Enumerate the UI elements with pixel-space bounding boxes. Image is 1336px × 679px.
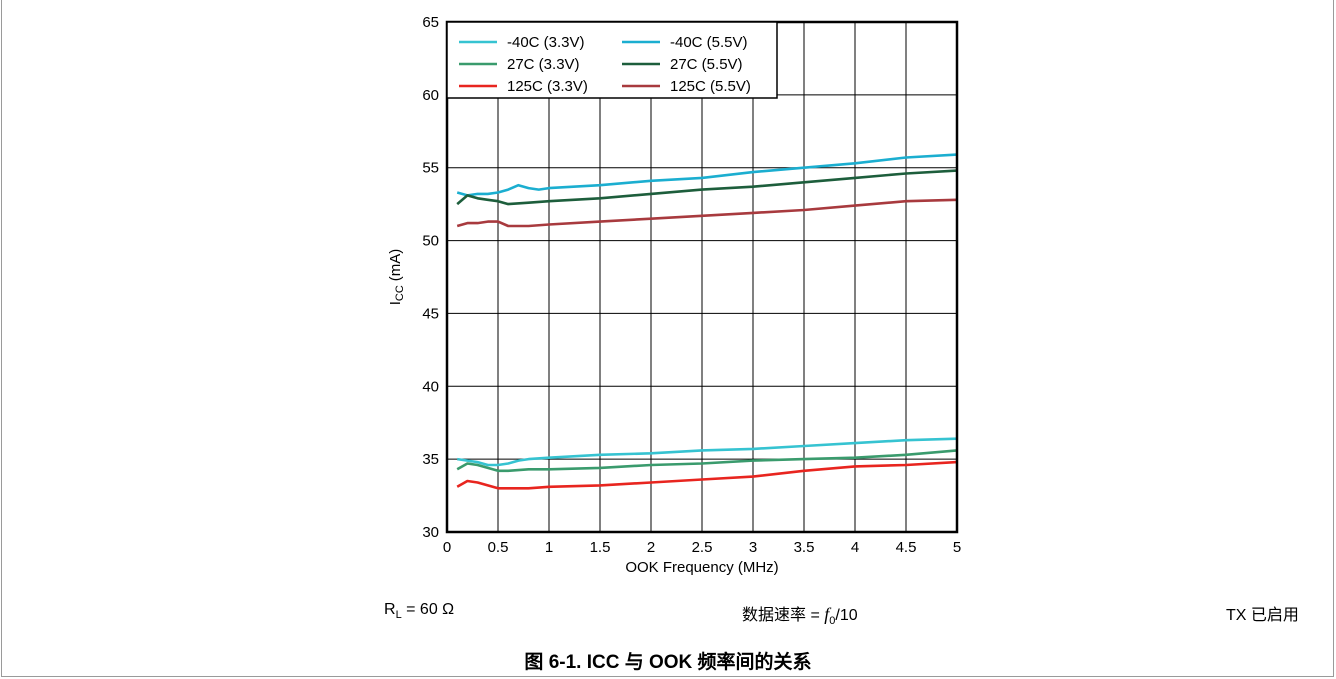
rate-tail: /10 bbox=[835, 607, 858, 624]
y-axis-label-sub: CC bbox=[394, 285, 406, 301]
series-line-2 bbox=[456, 449, 958, 473]
legend-label: 125C (5.5V) bbox=[670, 78, 751, 95]
condition-tx-enabled: TX 已启用 bbox=[1226, 607, 1299, 624]
y-tick-label: 40 bbox=[422, 378, 439, 395]
icc-vs-ook-chart: 0 0.5 1 1.5 2 2.5 3 3.5 4 4.5 5 30 35 40 45 50 55 60 65 OO… bbox=[387, 14, 961, 576]
rate-f-subscript: 0 bbox=[829, 615, 836, 628]
x-tick-label: 0 bbox=[443, 539, 451, 556]
x-tick-label: 4 bbox=[851, 539, 859, 556]
series-line-5 bbox=[456, 198, 958, 228]
series-line-1 bbox=[456, 153, 958, 197]
rate-label: 数据速率 = bbox=[742, 607, 825, 624]
y-axis-label: ICC (mA) bbox=[387, 249, 406, 306]
x-tick-label: 2.5 bbox=[692, 539, 713, 556]
x-tick-label: 1 bbox=[545, 539, 553, 556]
legend-label: -40C (3.3V) bbox=[507, 34, 585, 51]
rl-value: = 60 Ω bbox=[401, 601, 455, 618]
series-line-4 bbox=[456, 460, 958, 490]
chart-legend: -40C (3.3V) -40C (5.5V) 27C (3.3V) 27C (5.5… bbox=[446, 21, 778, 99]
x-tick-label: 1.5 bbox=[590, 539, 611, 556]
series-line-0 bbox=[457, 437, 958, 467]
legend-label: 125C (3.3V) bbox=[507, 78, 588, 95]
x-tick-label: 3.5 bbox=[794, 539, 815, 556]
y-tick-label: 30 bbox=[422, 524, 439, 541]
x-tick-label: 3 bbox=[749, 539, 757, 556]
legend-label: 27C (3.3V) bbox=[507, 56, 580, 73]
y-tick-label: 35 bbox=[422, 451, 439, 468]
x-tick-label: 4.5 bbox=[896, 539, 917, 556]
y-axis-label-unit: (mA) bbox=[387, 249, 404, 282]
x-axis-label: OOK Frequency (MHz) bbox=[625, 559, 778, 576]
x-tick-label: 0.5 bbox=[488, 539, 509, 556]
legend-label: -40C (5.5V) bbox=[670, 34, 748, 51]
y-axis-label-main: I bbox=[387, 301, 404, 305]
y-tick-label: 45 bbox=[422, 305, 439, 322]
x-tick-label: 2 bbox=[647, 539, 655, 556]
y-tick-label: 55 bbox=[422, 160, 439, 177]
axis-ticks: 0 0.5 1 1.5 2 2.5 3 3.5 4 4.5 5 30 35 40 45 50 55 60 65 bbox=[422, 14, 961, 556]
rl-subscript: L bbox=[395, 609, 402, 622]
condition-load-resistance: RL = 60 Ω bbox=[384, 601, 454, 621]
figure-caption: 图 6-1. ICC 与 OOK 频率间的关系 bbox=[524, 652, 812, 673]
y-tick-label: 50 bbox=[422, 233, 439, 250]
y-tick-label: 60 bbox=[422, 87, 439, 104]
legend-label: 27C (5.5V) bbox=[670, 56, 743, 73]
legend-box bbox=[446, 21, 778, 99]
x-tick-label: 5 bbox=[953, 539, 961, 556]
y-tick-label: 65 bbox=[422, 14, 439, 31]
series-line-3 bbox=[456, 169, 958, 206]
chart-series bbox=[456, 153, 958, 490]
rate-f-symbol: f bbox=[824, 604, 830, 624]
condition-data-rate: 数据速率 = f0/10 bbox=[742, 601, 858, 627]
rl-symbol: R bbox=[384, 601, 396, 618]
